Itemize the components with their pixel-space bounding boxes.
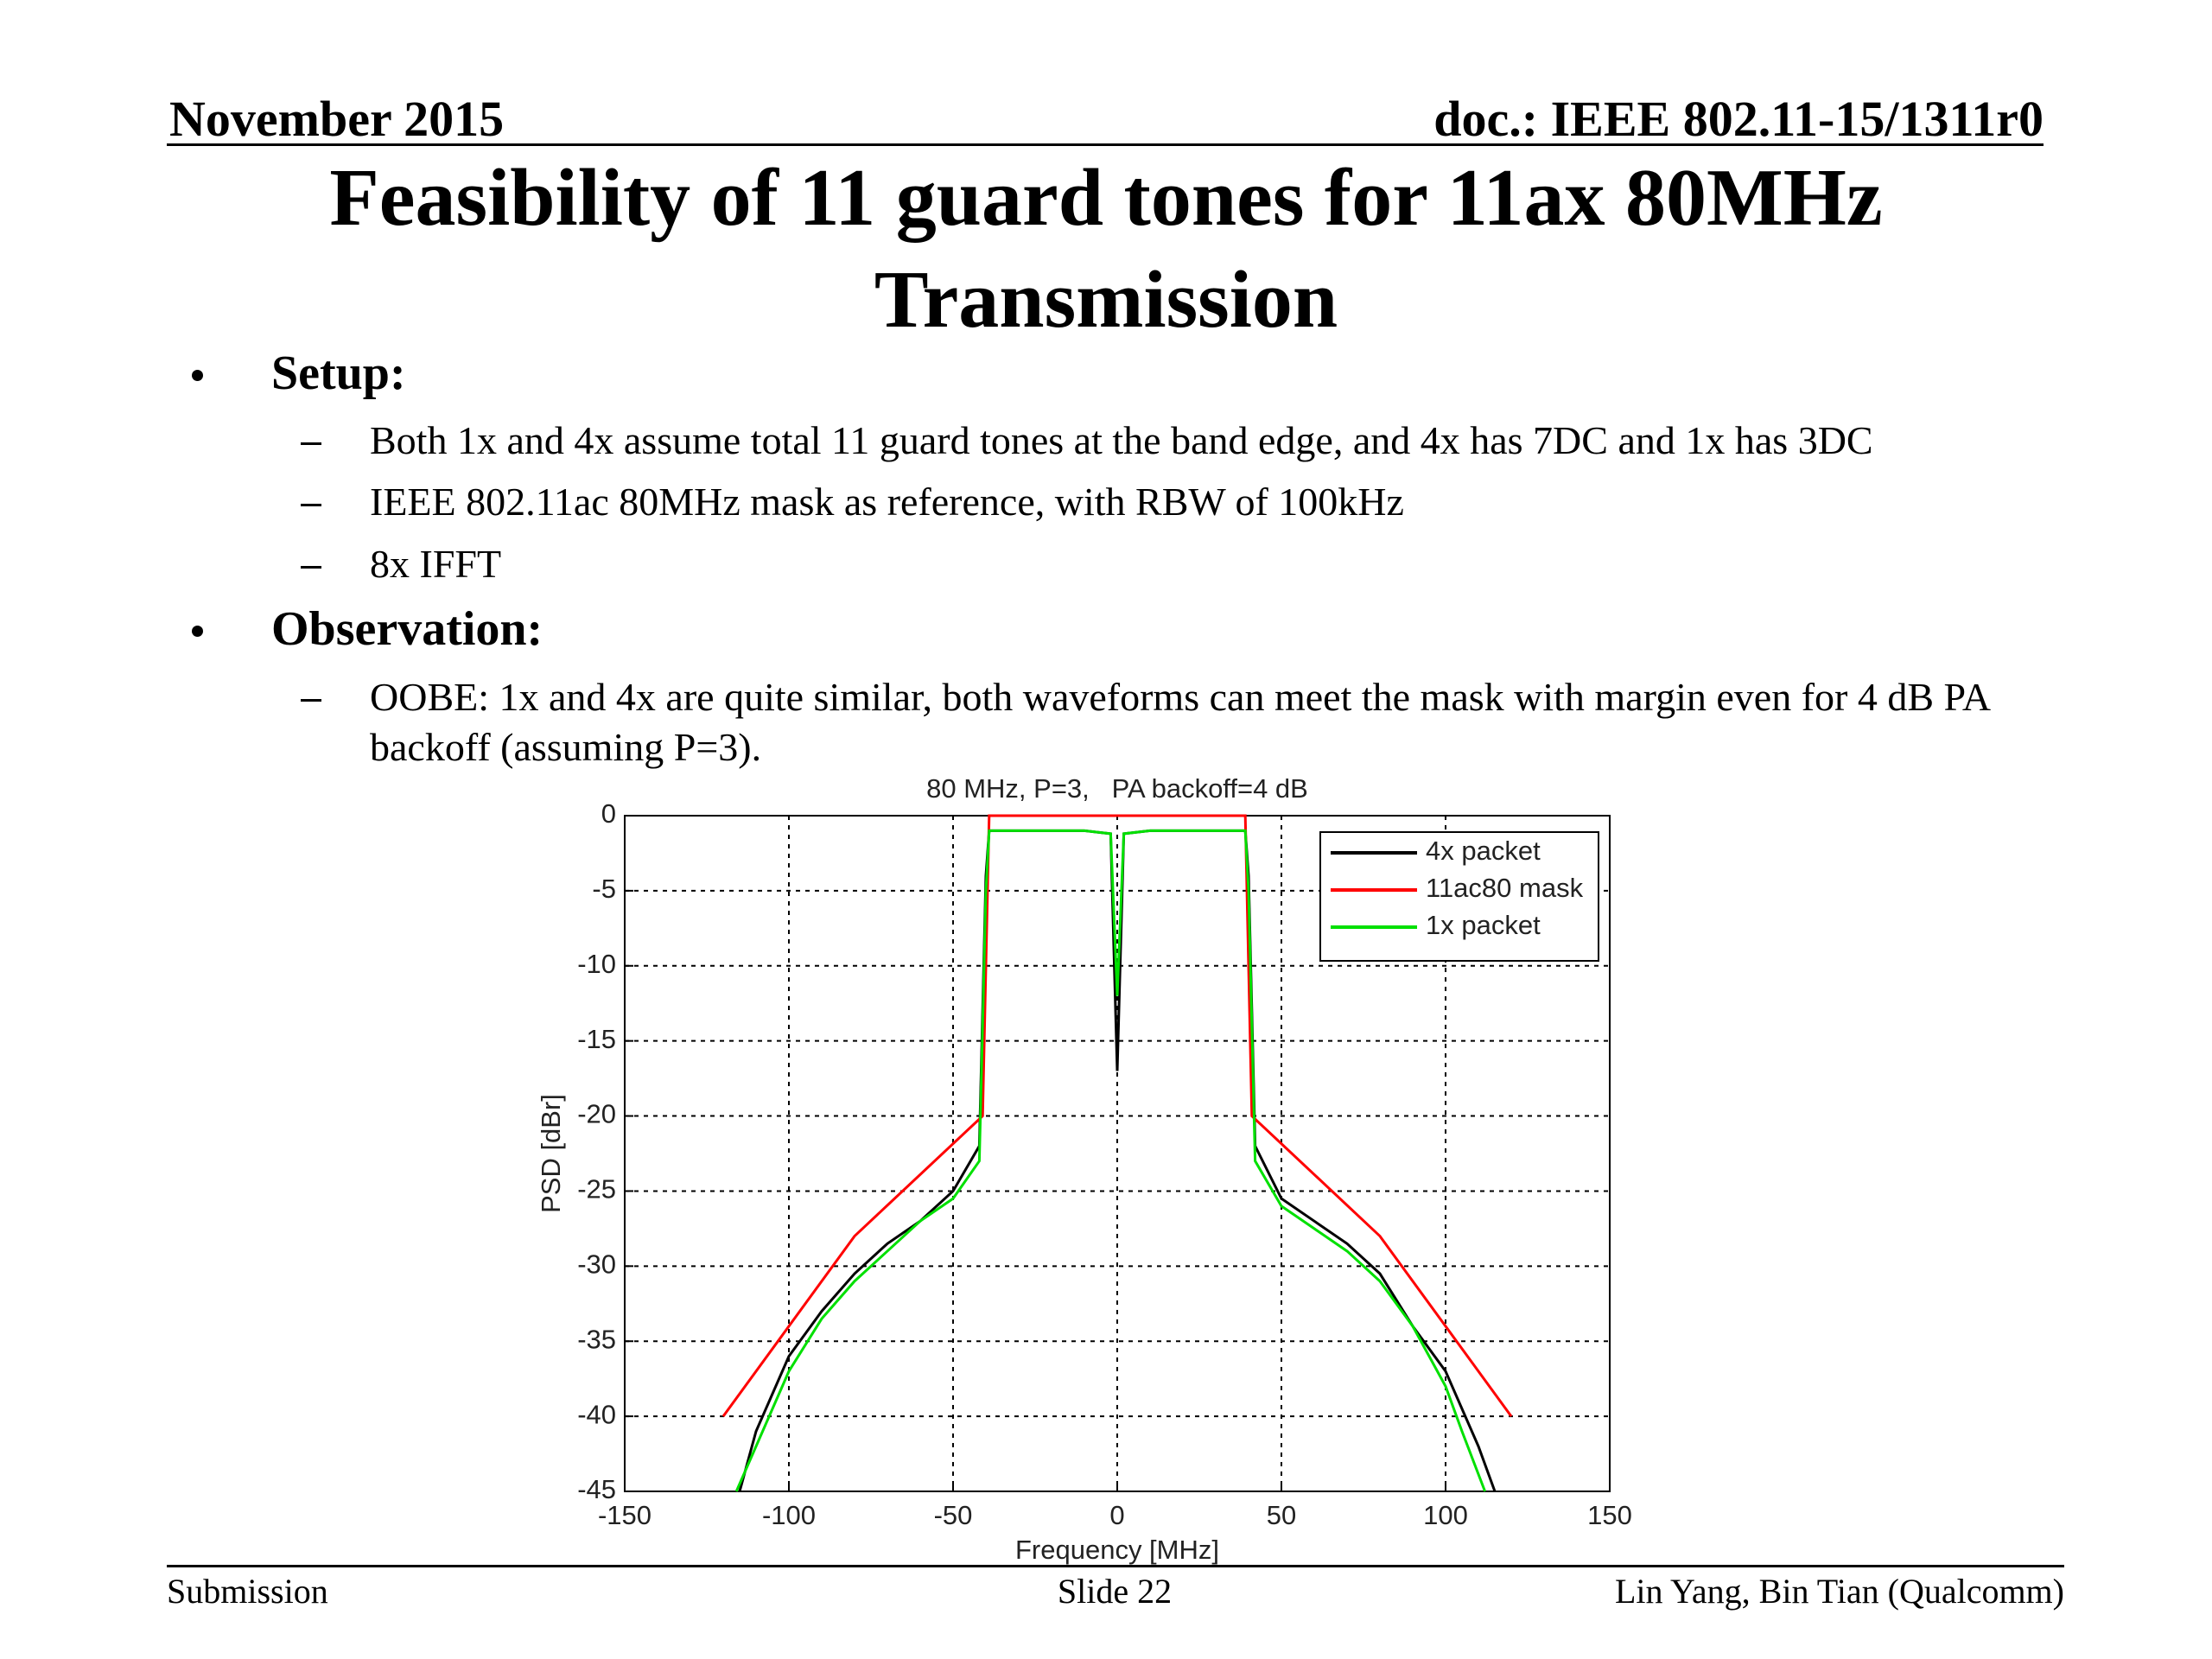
y-tick-label: -5 [592, 874, 616, 904]
series-line [738, 829, 1497, 1492]
x-tick-label: -50 [934, 1500, 973, 1530]
footer-right: Lin Yang, Bin Tian (Qualcomm) [1614, 1572, 2064, 1611]
header-doc: doc.: IEEE 802.11-15/1311r0 [1433, 91, 2044, 147]
y-tick-label: -45 [577, 1474, 616, 1504]
bullet [192, 370, 203, 381]
bullet-text: Observation: [271, 602, 543, 656]
bullet-text: Setup: [271, 346, 406, 400]
sub-bullet: IEEE 802.11ac 80MHz mask as reference, w… [370, 480, 1404, 524]
legend-label: 1x packet [1426, 910, 1541, 940]
x-tick-label: 50 [1267, 1500, 1296, 1530]
x-tick-label: 150 [1587, 1500, 1632, 1530]
y-tick-label: 0 [601, 798, 616, 829]
y-tick-label: -35 [577, 1324, 616, 1354]
sub-bullet: Both 1x and 4x assume total 11 guard ton… [370, 418, 1873, 462]
footer-center: Slide 22 [1057, 1572, 1173, 1611]
x-axis-label: Frequency [MHz] [1015, 1535, 1219, 1565]
footer-rule [167, 1565, 2064, 1567]
y-tick-label: -20 [577, 1099, 616, 1129]
bullet [192, 626, 203, 637]
legend-label: 11ac80 mask [1426, 873, 1584, 903]
dash [301, 504, 321, 506]
footer-left: Submission [167, 1572, 328, 1611]
x-tick-label: -150 [598, 1500, 652, 1530]
series-line [721, 814, 1513, 1417]
series-line [734, 829, 1487, 1492]
slide-title: Feasibility of 11 guard tones for 11ax 8… [329, 153, 1883, 345]
y-tick-label: -30 [577, 1249, 616, 1280]
sub-bullet: 8x IFFT [370, 542, 502, 586]
chart-title: 80 MHz, P=3, PA backoff=4 dB [926, 773, 1308, 804]
header-date: November 2015 [169, 91, 505, 147]
y-tick-label: -25 [577, 1174, 616, 1205]
header-rule [167, 143, 2044, 146]
y-tick-label: -40 [577, 1399, 616, 1429]
dash [301, 442, 321, 445]
sub-bullet: OOBE: 1x and 4x are quite similar, both … [370, 675, 1989, 769]
dash [301, 699, 321, 702]
x-tick-label: 0 [1109, 1500, 1124, 1530]
y-tick-label: -15 [577, 1024, 616, 1054]
dash [301, 566, 321, 569]
x-tick-label: -100 [762, 1500, 816, 1530]
y-tick-label: -10 [577, 949, 616, 979]
legend-label: 4x packet [1426, 836, 1541, 866]
y-axis-label: PSD [dBr] [536, 1094, 566, 1213]
x-tick-label: 100 [1423, 1500, 1468, 1530]
